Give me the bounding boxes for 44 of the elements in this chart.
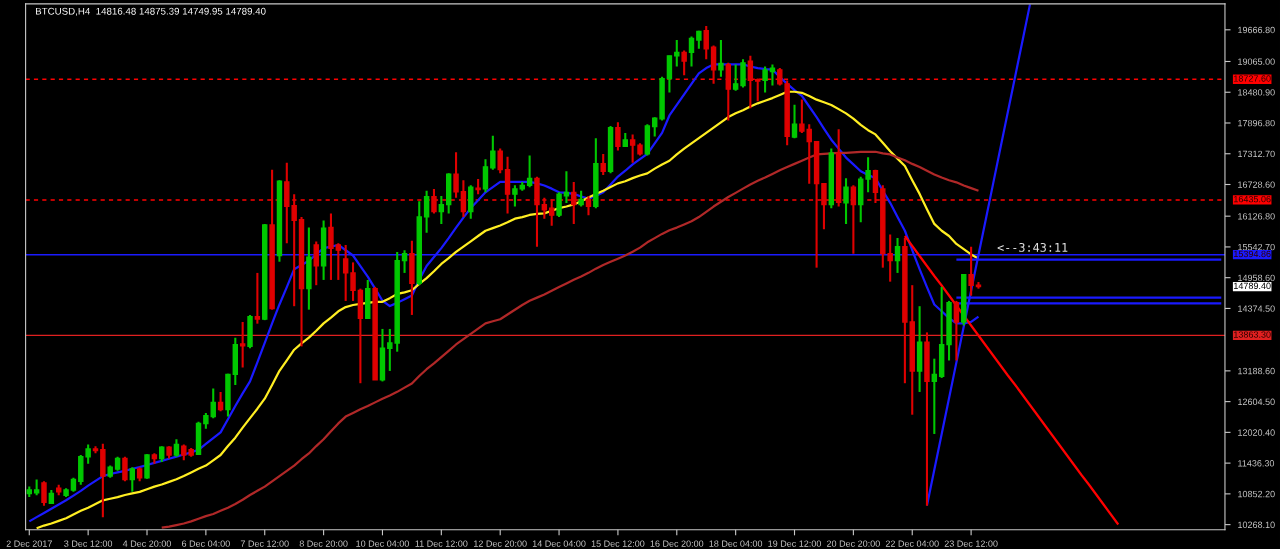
- ref-line-label: 16435.06: [1234, 195, 1271, 203]
- x-tick-label: 11 Dec 12:00: [415, 540, 468, 547]
- x-tick-label: 18 Dec 04:00: [709, 540, 763, 547]
- x-tick-label: 6 Dec 04:00: [181, 540, 230, 547]
- y-tick-label: 10852.20: [1238, 490, 1275, 498]
- ref-line-label: 13863.30: [1234, 331, 1271, 338]
- line-series: [160, 150, 980, 529]
- y-tick-label: 19065.00: [1238, 58, 1275, 65]
- x-tick-label: 2 Dec 2017: [6, 540, 52, 547]
- y-tick-label: 10268.10: [1238, 521, 1275, 528]
- x-tick-label: 16 Dec 20:00: [650, 540, 704, 547]
- y-tick-label: 14374.50: [1238, 305, 1275, 312]
- x-tick-label: 19 Dec 12:00: [768, 540, 822, 547]
- x-tick-label: 14 Dec 04:00: [532, 540, 586, 547]
- y-tick-label: 19666.80: [1238, 26, 1275, 34]
- x-tick-label: 22 Dec 04:00: [885, 540, 939, 547]
- y-tick-label: 17312.70: [1238, 150, 1275, 158]
- y-tick-label: 15542.70: [1238, 243, 1275, 251]
- candlestick: [144, 453, 150, 480]
- x-tick-label: 7 Dec 12:00: [240, 540, 289, 547]
- x-tick-label: 4 Dec 20:00: [122, 540, 171, 547]
- candlestick: [475, 178, 481, 196]
- line-series: [903, 234, 1120, 526]
- ref-line-label: 15394.86: [1234, 250, 1271, 258]
- ref-line-label: 18727.60: [1234, 75, 1271, 82]
- x-tick-label: 23 Dec 12:00: [944, 540, 998, 547]
- x-tick-label: 3 Dec 12:00: [64, 540, 113, 547]
- x-tick-label: 8 Dec 20:00: [299, 540, 348, 547]
- y-tick-label: 18480.90: [1238, 89, 1275, 96]
- y-tick-label: 16728.60: [1238, 181, 1275, 188]
- y-tick-label: 13188.60: [1238, 367, 1275, 375]
- y-tick-label: 16126.80: [1238, 213, 1275, 220]
- y-tick-label: 12020.40: [1238, 429, 1275, 436]
- x-tick-label: 12 Dec 20:00: [474, 540, 527, 547]
- annotation: <--3:43:11: [997, 242, 1068, 252]
- y-tick-label: 14958.60: [1238, 274, 1275, 282]
- x-tick-label: 15 Dec 12:00: [591, 540, 645, 547]
- y-tick-label: 17896.80: [1238, 119, 1275, 127]
- chart-title: BTCUSD,H4 14816.48 14875.39 14749.95 14789.40: [35, 7, 266, 16]
- x-tick-label: 10 Dec 04:00: [356, 540, 409, 547]
- x-tick-label: 20 Dec 20:00: [826, 540, 880, 547]
- y-tick-label: 12604.50: [1238, 398, 1275, 405]
- text: 14789.40: [1234, 282, 1271, 290]
- y-tick-label: 11436.30: [1238, 460, 1275, 467]
